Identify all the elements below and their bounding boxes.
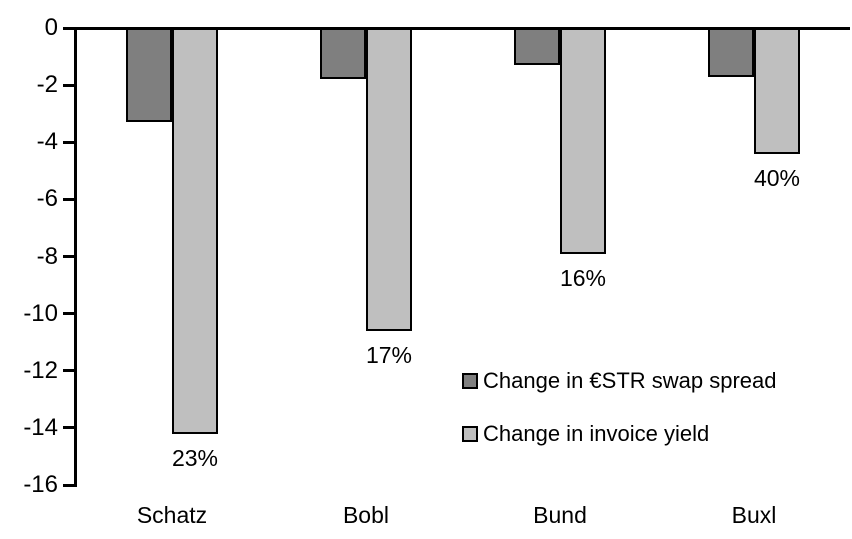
y-axis-tick — [63, 426, 75, 430]
x-axis-label-schatz: Schatz — [136, 502, 208, 528]
y-axis-tick — [63, 197, 75, 201]
y-axis-tick — [63, 255, 75, 258]
y-axis-tick — [63, 312, 75, 316]
bar-estr-swap-spread-bobl — [320, 28, 366, 80]
y-axis-tick — [63, 369, 75, 373]
bar-estr-swap-spread-bund — [514, 28, 560, 66]
chart-legend: Change in €STR swap spread Change in inv… — [462, 368, 777, 474]
y-axis-line — [73, 26, 77, 487]
x-axis-label-bund: Bund — [533, 502, 587, 528]
y-axis-tick-label: 0 — [44, 14, 58, 41]
y-axis-tick — [63, 140, 75, 144]
x-axis-label-buxl: Buxl — [731, 502, 777, 528]
bar-invoice-yield-buxl — [754, 28, 800, 154]
y-axis-tick-label: -4 — [36, 128, 58, 156]
legend-item-estr-swap-spread: Change in €STR swap spread — [462, 368, 777, 394]
y-axis-tick — [63, 83, 75, 87]
data-label-schatz: 23% — [171, 444, 219, 471]
y-axis-tick-label: -16 — [23, 471, 58, 498]
x-axis-label-bobl: Bobl — [342, 502, 390, 528]
bar-invoice-yield-bobl — [366, 28, 412, 331]
y-axis-tick — [63, 26, 75, 30]
y-axis-tick — [63, 483, 75, 487]
data-label-bobl: 17% — [365, 341, 413, 368]
legend-swatch-light-icon — [462, 426, 478, 442]
y-axis-tick-label: -8 — [36, 242, 58, 270]
legend-label-estr-swap-spread: Change in €STR swap spread — [483, 368, 777, 393]
bar-estr-swap-spread-buxl — [708, 28, 754, 77]
bar-invoice-yield-bund — [560, 28, 606, 254]
legend-item-invoice-yield: Change in invoice yield — [462, 421, 777, 447]
bar-invoice-yield-schatz — [172, 28, 218, 434]
y-axis-tick-label: -2 — [36, 71, 58, 99]
legend-label-invoice-yield: Change in invoice yield — [483, 421, 710, 446]
bar-estr-swap-spread-schatz — [126, 28, 172, 123]
data-label-buxl: 40% — [753, 164, 801, 191]
y-axis-tick-label: -6 — [36, 185, 58, 213]
y-axis-tick-label: -14 — [23, 413, 58, 441]
y-axis-tick-label: -10 — [23, 299, 58, 327]
legend-swatch-dark-icon — [462, 373, 478, 389]
data-label-bund: 16% — [559, 264, 607, 291]
y-axis-tick-label: -12 — [23, 356, 58, 384]
x-axis-zero-line — [75, 26, 850, 30]
